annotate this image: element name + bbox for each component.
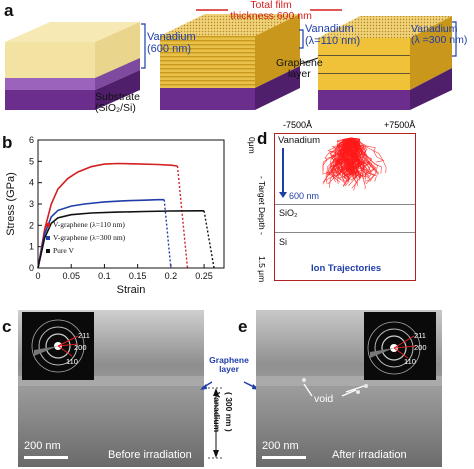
graphene-layer-label-middle: Graphene layer (209, 355, 249, 374)
y-tick-label: 5 (29, 156, 34, 166)
y-tick-label: 1 (29, 242, 34, 252)
interface-v-sio2 (275, 204, 415, 205)
tem-image-before: 211 200 110 200 nm Before irradiation (18, 310, 204, 467)
ion-trajectory (350, 137, 377, 178)
legend-label: V-graphene (λ=300 nm) (53, 233, 126, 242)
legend-label: Pure V (53, 246, 74, 255)
ion-trajectories-caption: Ion Trajectories (311, 263, 382, 274)
x-tick-label: 0.1 (98, 271, 111, 281)
x-tick-label: 0.2 (165, 271, 178, 281)
label-vanadium-300: Vanadium (λ =300 nm) (411, 23, 468, 47)
ion-trajectory-cloud (322, 137, 387, 191)
label-total-film: Total film thickness 600 nm (230, 0, 312, 23)
block-v-graphene-300 (318, 16, 452, 110)
block-v-graphene-110 (160, 14, 300, 110)
ion-trajectory (337, 137, 352, 182)
panel-d-letter: d (257, 129, 268, 148)
vanadium-thickness-label-middle: ( 300 nm ) (224, 392, 234, 432)
panel-b-letter: b (2, 133, 13, 152)
ion-trajectory (344, 137, 360, 179)
tick-left: -7500Å (283, 120, 313, 130)
caption-after: After irradiation (332, 449, 407, 461)
ring-label-211: 211 (78, 331, 90, 340)
stress-strain-chart: 0 0.05 0.1 0.15 0.2 0.25 0 1 2 3 4 5 6 Strain Stress (… (5, 135, 225, 296)
depth-axis-label: - Target Depth - (257, 176, 267, 235)
x-tick-label: 0.15 (129, 271, 147, 281)
depth-arrow (282, 148, 284, 194)
x-axis-label: Strain (117, 284, 146, 296)
series-line (37, 210, 205, 269)
label-substrate: Substrate (SiO₂/Si) (95, 91, 140, 115)
ion-trajectory (342, 137, 354, 174)
y-tick-label: 2 (29, 220, 34, 230)
label-vanadium-600: Vanadium (600 nm) (147, 31, 196, 55)
series-line (37, 198, 165, 269)
ion-trajectory (332, 137, 352, 172)
legend-label: V-graphene (λ=110 nm) (53, 220, 125, 229)
series-unload (163, 199, 172, 269)
y-axis-label: Stress (GPa) (5, 172, 17, 236)
ion-trajectory (342, 137, 358, 176)
series-unload (176, 165, 189, 269)
caption-before: Before irradiation (108, 449, 192, 461)
ring-label-200: 200 (74, 343, 87, 352)
block-pure-v (5, 22, 140, 110)
ion-trajectory (348, 137, 360, 179)
panel-c-letter: c (2, 317, 12, 336)
ion-trajectory (350, 137, 377, 182)
ion-trajectory (350, 137, 373, 177)
ion-trajectory (350, 137, 379, 176)
legend-marker (46, 249, 50, 253)
interface-sio2-si (275, 232, 415, 233)
void-label: void (314, 393, 334, 405)
x-tick-label: 0 (35, 271, 40, 281)
panel-e-letter: e (238, 317, 248, 336)
scale-bar-before (24, 456, 68, 459)
scale-bar-after (262, 456, 306, 459)
depth-arrowhead-icon (279, 192, 287, 198)
ring-label-110-after: 110 (404, 357, 416, 366)
ring-label-200-after: 200 (414, 343, 427, 352)
scale-bar-label-after: 200 nm (262, 440, 299, 452)
panel-a-schematic (5, 9, 457, 110)
diffraction-pattern-after: 211 200 110 (364, 312, 436, 380)
y-tick-label: 4 (29, 178, 34, 188)
panel-a-letter: a (4, 1, 14, 20)
depth-arrow-label: 600 nm (289, 191, 320, 201)
label-vanadium-110: Vanadium (λ=110 nm) (305, 23, 361, 47)
y-tick-label: 3 (29, 199, 34, 209)
tick-right: +7500Å (384, 120, 416, 130)
ion-trajectory (329, 137, 352, 176)
ring-label-211-after: 211 (414, 331, 426, 340)
layer-vanadium-label: Vanadium (278, 135, 321, 146)
x-tick-label: 0.25 (195, 271, 213, 281)
depth-bottom-label: 1.5 μm (257, 256, 267, 283)
trajectory-frame: Vanadium 600 nm SiO₂ Si Ion Trajectories (274, 133, 416, 281)
depth-top-label: 0μm (247, 137, 257, 154)
tem-image-after: 211 200 110 void 200 nm After irradiatio… (256, 310, 442, 467)
series-line (37, 162, 178, 269)
ring-label-110: 110 (66, 357, 78, 366)
vanadium-label-middle: Vanadium (212, 392, 222, 433)
diffraction-pattern-before: 211 200 110 (22, 312, 94, 380)
series-unload (203, 210, 215, 269)
y-tick-label: 6 (29, 135, 34, 145)
y-tick-label: 0 (29, 263, 34, 273)
label-graphene-layer: Graphene layer (276, 57, 323, 81)
layer-si-label: Si (279, 237, 288, 247)
scale-bar-label-before: 200 nm (24, 440, 61, 452)
x-tick-label: 0.05 (62, 271, 80, 281)
layer-sio2-label: SiO₂ (279, 208, 298, 218)
legend-marker (46, 223, 50, 227)
legend-marker (46, 236, 50, 240)
